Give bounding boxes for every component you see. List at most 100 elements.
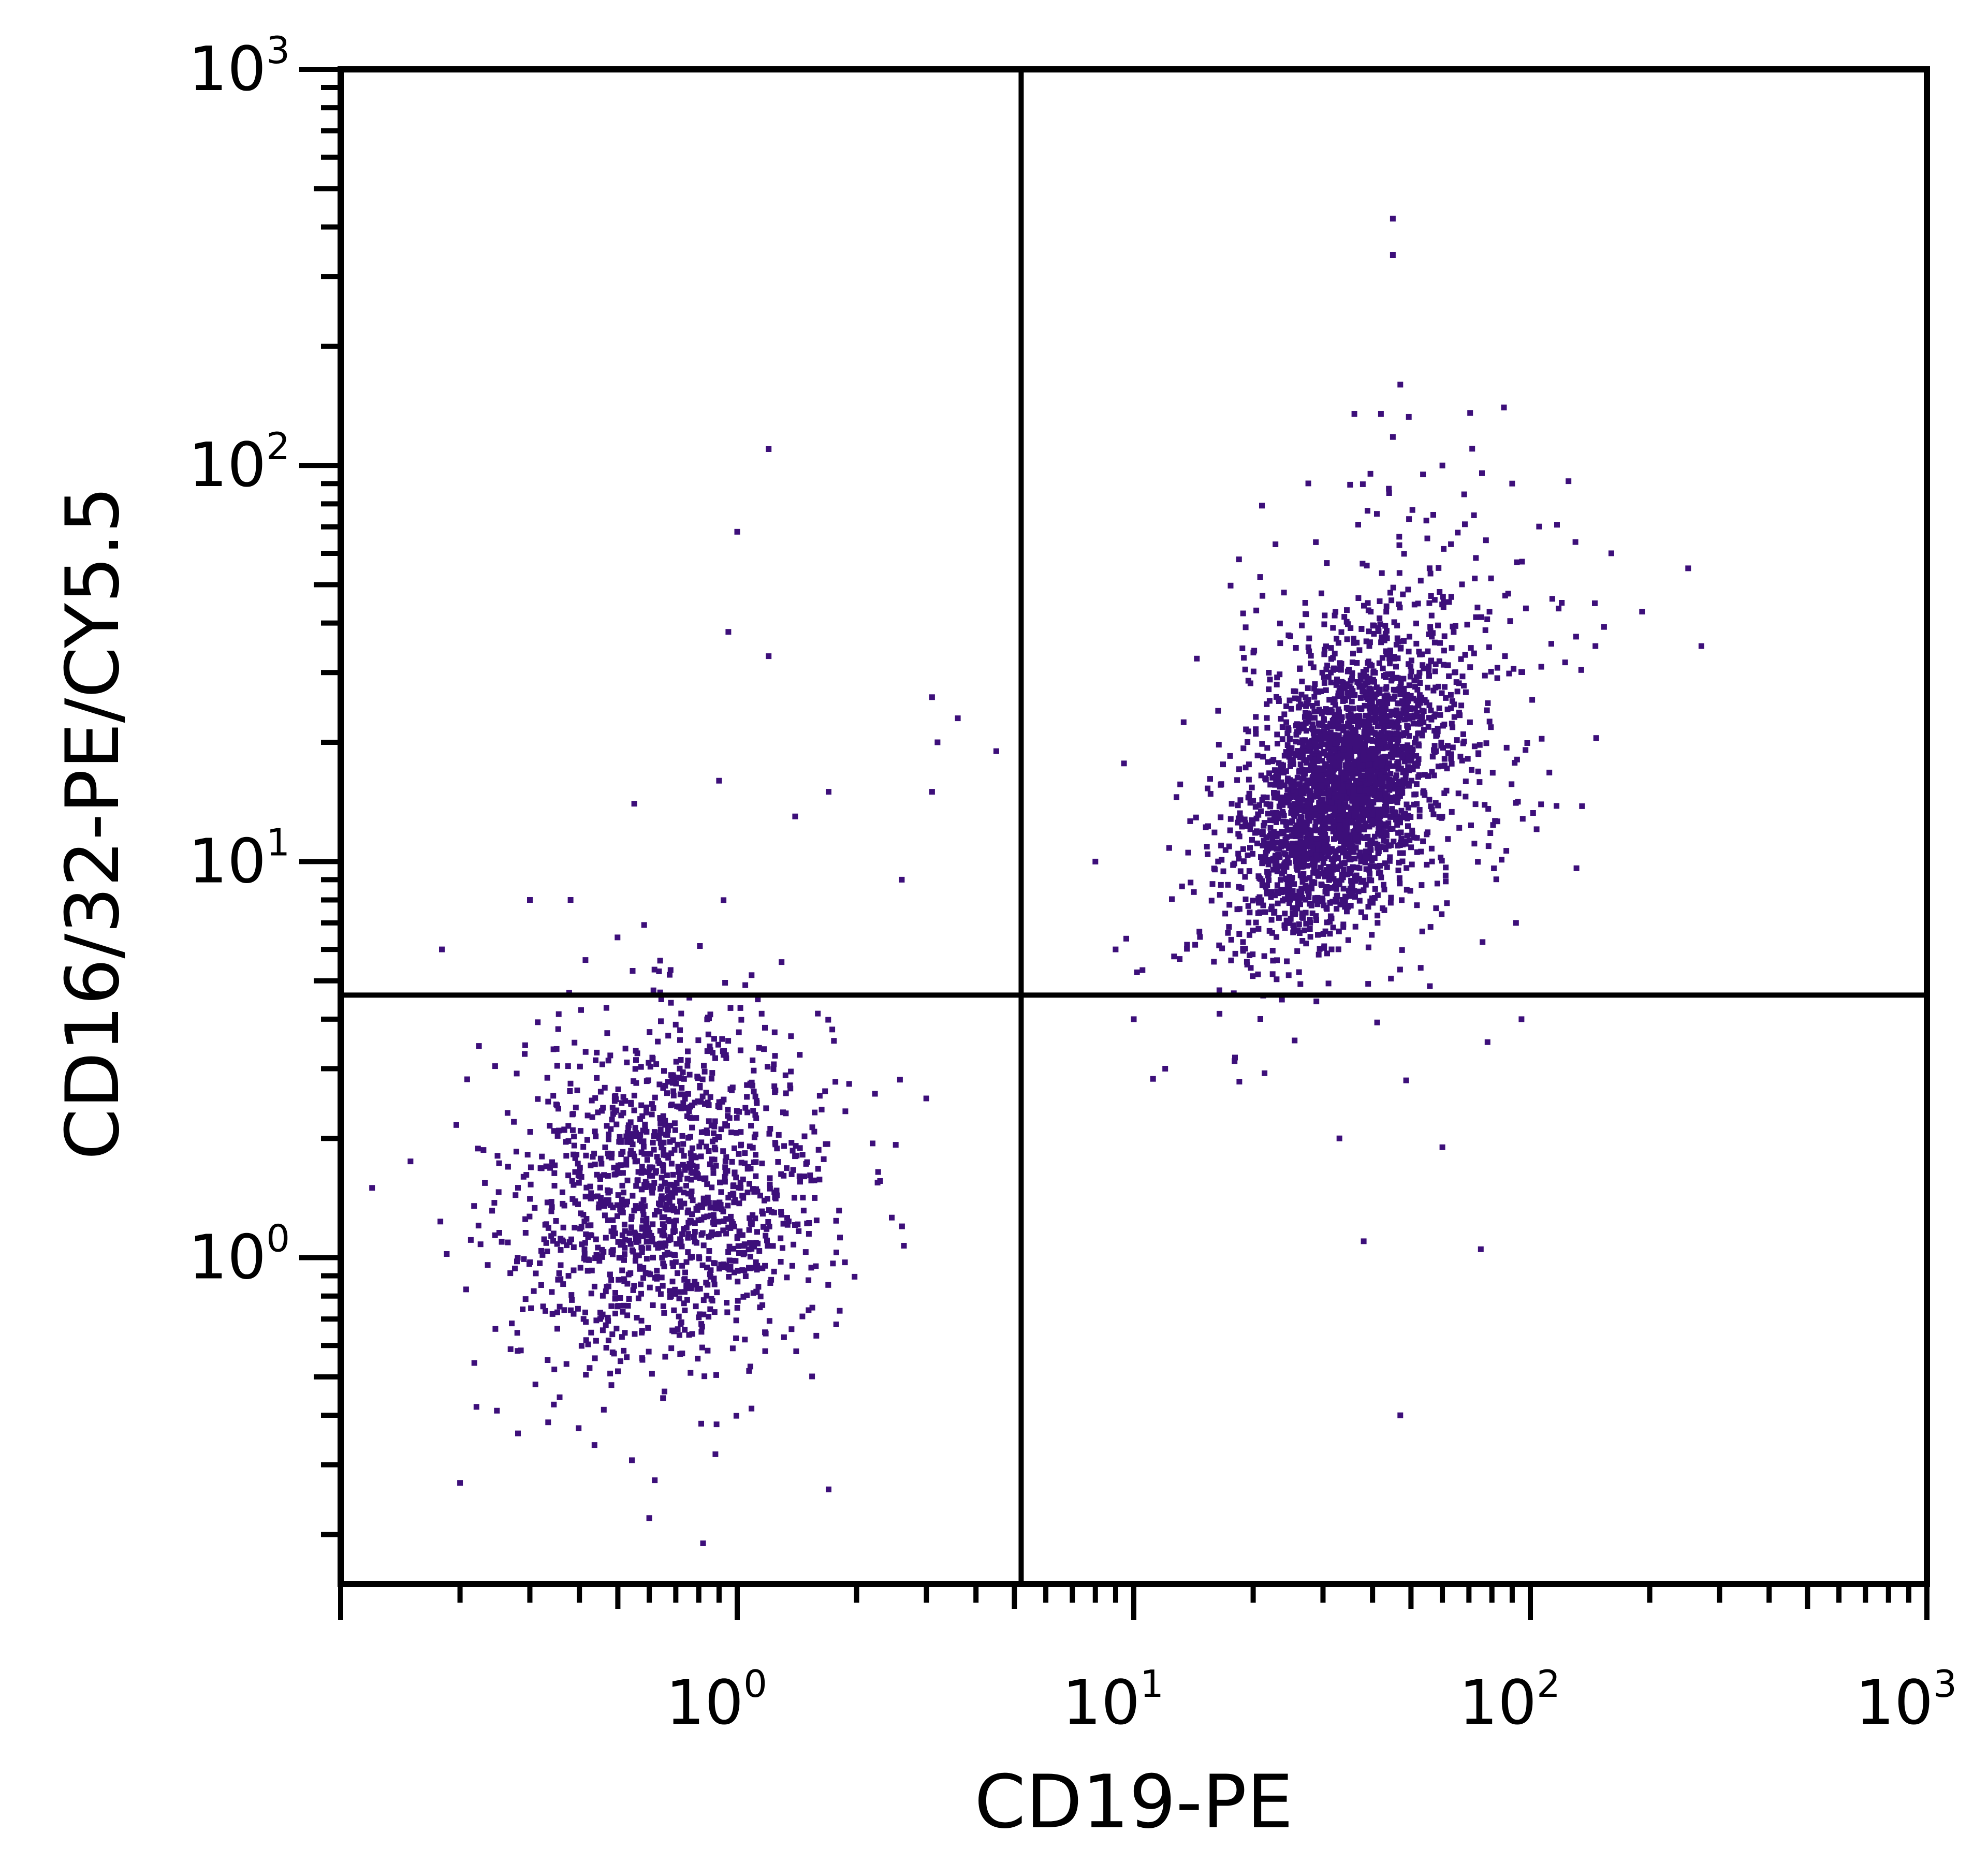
data-point [701, 1200, 707, 1207]
data-point [1334, 906, 1340, 912]
data-point [1330, 861, 1336, 868]
data-point [602, 1145, 608, 1150]
data-point [1463, 794, 1469, 800]
data-point [1340, 782, 1346, 788]
data-point [1236, 766, 1242, 772]
data-point [1240, 610, 1246, 617]
data-point [1405, 764, 1411, 770]
data-point [539, 1153, 545, 1160]
data-point [1361, 811, 1367, 817]
data-point [664, 1172, 670, 1178]
data-point [1340, 867, 1347, 873]
data-point [1319, 758, 1325, 764]
data-point [1380, 905, 1385, 912]
data-point [1353, 778, 1359, 784]
data-point [778, 1259, 784, 1265]
data-point [749, 1221, 755, 1227]
data-point [615, 1368, 621, 1374]
data-point [496, 1160, 502, 1166]
data-point [1264, 745, 1270, 751]
data-point [1369, 768, 1375, 774]
data-point [633, 1057, 639, 1063]
data-point [1369, 738, 1376, 744]
data-point [746, 1181, 752, 1187]
data-point [650, 1221, 656, 1227]
data-point [607, 1370, 613, 1376]
data-point [734, 1235, 740, 1241]
data-point [642, 1121, 648, 1127]
data-point [1389, 754, 1395, 760]
data-point [593, 1252, 600, 1258]
data-point [725, 1195, 732, 1201]
data-point [471, 1203, 477, 1209]
data-point [1335, 690, 1341, 696]
data-point [701, 1063, 707, 1069]
data-point [632, 1125, 638, 1131]
data-point [1311, 777, 1317, 783]
data-point [1307, 934, 1313, 940]
data-point [1272, 892, 1278, 899]
data-point [604, 1200, 610, 1207]
data-point [1396, 570, 1402, 576]
data-point [1327, 913, 1334, 919]
data-point [1368, 717, 1374, 723]
data-point [750, 1290, 756, 1296]
data-point [619, 1182, 625, 1189]
data-point [627, 1119, 634, 1125]
data-point [624, 1130, 631, 1136]
data-point [1279, 996, 1285, 1003]
data-point [1530, 810, 1536, 816]
data-point [660, 1395, 666, 1401]
data-point [718, 1189, 724, 1195]
data-point [1477, 779, 1483, 785]
data-point [686, 1072, 693, 1078]
data-point [1373, 684, 1380, 691]
data-point [1113, 946, 1119, 952]
data-point [1308, 797, 1314, 803]
data-point [673, 1080, 679, 1087]
data-point [1298, 796, 1305, 802]
data-point [1356, 865, 1363, 871]
data-point [744, 1109, 751, 1116]
data-point [1303, 728, 1309, 734]
data-point [1446, 673, 1452, 679]
data-point [899, 1223, 905, 1229]
data-point [560, 1224, 566, 1230]
data-point [527, 897, 533, 903]
data-point [1342, 773, 1348, 779]
data-point [1395, 788, 1401, 795]
data-point [1337, 822, 1343, 828]
data-point [1380, 759, 1386, 766]
data-point [622, 1330, 628, 1336]
data-point [437, 1219, 444, 1225]
data-point [1319, 669, 1325, 676]
data-point [1236, 833, 1242, 840]
data-point [1449, 698, 1455, 704]
data-point [1350, 773, 1356, 779]
data-point [1271, 829, 1277, 835]
data-point [1411, 834, 1417, 841]
y-tick-label-base: 10 [188, 825, 266, 897]
data-point [812, 1195, 818, 1201]
data-point [638, 1201, 645, 1207]
data-point [1409, 758, 1415, 764]
data-point [1387, 771, 1394, 776]
data-point [544, 1075, 550, 1081]
data-point [610, 1247, 616, 1253]
data-point [1386, 490, 1392, 496]
data-point [1401, 685, 1407, 692]
data-point [754, 1263, 761, 1269]
data-point [660, 1303, 666, 1309]
y-tick-label-base: 10 [188, 429, 266, 501]
data-point [706, 1314, 712, 1320]
data-point [554, 1241, 560, 1247]
data-point [662, 1181, 668, 1186]
data-point [711, 1275, 717, 1282]
data-point [1380, 745, 1386, 752]
data-point [742, 982, 749, 988]
data-point [682, 1167, 688, 1173]
y-tick-label: 103 [188, 28, 290, 105]
data-point [668, 1161, 675, 1167]
data-point [1401, 811, 1407, 817]
data-point [735, 1279, 741, 1285]
